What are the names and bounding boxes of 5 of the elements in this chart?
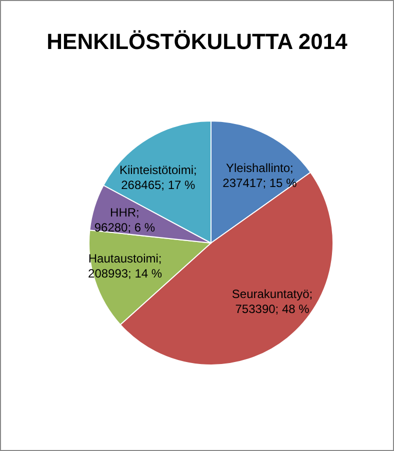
- slice-label: HHR: [110, 206, 136, 220]
- slice-label: Kiinteistötoimi: [119, 163, 194, 178]
- slice-label: Yleishallinto: [226, 160, 290, 175]
- chart-title: HENKILÖSTÖKULUTTA 2014: [46, 29, 348, 54]
- slice-label: Seurakuntatyö: [232, 287, 310, 302]
